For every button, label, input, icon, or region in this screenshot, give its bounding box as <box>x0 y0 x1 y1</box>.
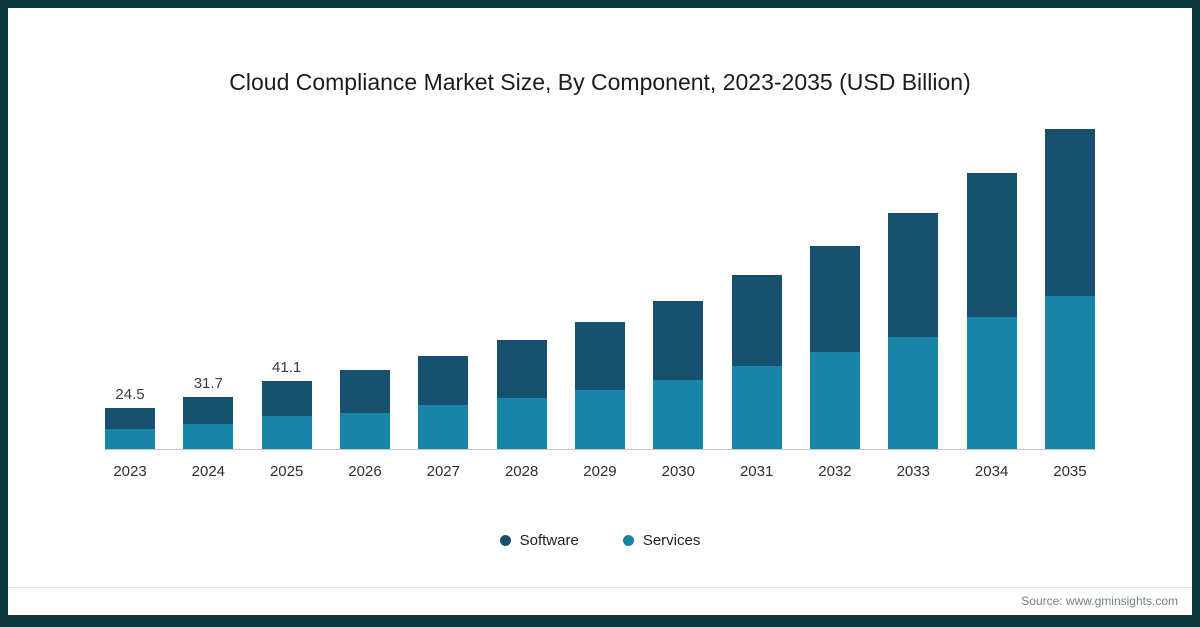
bar-group: 24.5 <box>105 386 155 449</box>
bar-segment-software <box>261 381 312 416</box>
bar-value-label: 31.7 <box>193 375 223 392</box>
stacked-bar <box>418 356 469 449</box>
bar-segment-software <box>809 246 860 352</box>
stacked-bar <box>261 381 312 449</box>
legend-dot-icon <box>622 535 634 546</box>
stacked-bar <box>966 173 1017 449</box>
stacked-bar-chart: 24.5 31.7 41.1 2023 2024 2025 2026 2027 2028 202… <box>105 98 1095 480</box>
bar-group <box>888 213 939 449</box>
bar-segment-software <box>496 340 547 398</box>
x-axis-tick-label: 2027 <box>426 463 460 480</box>
x-axis-tick-label: 2032 <box>818 463 852 480</box>
bar-segment-services <box>339 413 390 449</box>
bar-segment-software <box>966 173 1017 317</box>
bar-segment-software <box>1044 129 1095 296</box>
bar-group: 31.7 <box>183 375 234 449</box>
x-axis-tick-label: 2029 <box>583 463 617 480</box>
x-axis-tick-label: 2034 <box>974 463 1009 480</box>
x-axis-tick-label: 2023 <box>113 463 147 480</box>
bar-segment-services <box>1044 296 1095 449</box>
x-axis-tick-label: 2028 <box>504 463 539 480</box>
bar-segment-services <box>731 366 782 449</box>
bar-segment-services <box>496 398 547 449</box>
bar-value-label: 24.5 <box>115 386 145 403</box>
bar-group <box>418 356 469 449</box>
chart-title: Cloud Compliance Market Size, By Compone… <box>229 69 971 95</box>
source-text: Source: www.gminsights.com <box>1021 594 1178 608</box>
x-axis-labels: 2023 2024 2025 2026 2027 2028 2029 2030 2031 2032… <box>105 463 1095 480</box>
bar-segment-services <box>105 429 155 449</box>
x-axis-tick-label: 2031 <box>739 463 774 480</box>
stacked-bar <box>339 370 390 449</box>
stacked-bar <box>809 246 860 449</box>
legend-label: Software <box>519 532 579 549</box>
stacked-bar <box>574 322 625 449</box>
legend-label: Services <box>642 532 701 549</box>
bar-segment-services <box>261 416 312 449</box>
bar-group <box>731 275 782 449</box>
bar-segment-software <box>183 397 234 424</box>
x-axis-tick-label: 2035 <box>1053 463 1087 480</box>
bar-group <box>653 301 704 449</box>
x-axis-tick-label: 2026 <box>348 463 382 480</box>
bar-group <box>496 340 547 449</box>
bar-segment-services <box>653 380 704 449</box>
bar-segment-software <box>339 370 390 413</box>
x-axis-tick-label: 2025 <box>269 463 304 480</box>
bar-segment-services <box>183 424 234 449</box>
legend-item: Software <box>499 532 579 549</box>
bar-segment-services <box>809 352 860 449</box>
x-axis-tick-label: 2030 <box>661 463 695 480</box>
x-axis-tick-label: 2033 <box>896 463 930 480</box>
bar-segment-services <box>574 390 625 449</box>
bar-value-label: 41.1 <box>272 359 302 376</box>
bar-segment-software <box>418 356 469 405</box>
chart-canvas: Cloud Compliance Market Size, By Compone… <box>8 8 1192 615</box>
bar-segment-software <box>653 301 704 380</box>
bar-segment-services <box>418 405 469 449</box>
footer: Source: www.gminsights.com <box>8 587 1192 615</box>
stacked-bar <box>731 275 782 449</box>
bar-group <box>809 246 860 449</box>
bar-group <box>574 322 625 449</box>
bar-group: 41.1 <box>261 359 312 449</box>
legend-item: Services <box>622 532 701 549</box>
bar-segment-software <box>574 322 625 390</box>
x-axis-tick-label: 2024 <box>191 463 226 480</box>
stacked-bar <box>496 340 547 449</box>
stacked-bar <box>1044 129 1095 449</box>
legend-dot-icon <box>499 535 511 546</box>
bar-group <box>1044 129 1095 449</box>
bar-segment-services <box>888 337 939 449</box>
bar-segment-software <box>731 275 782 366</box>
stacked-bar <box>183 397 234 449</box>
stacked-bar <box>105 408 155 449</box>
legend: Software Services <box>8 532 1192 549</box>
bar-segment-software <box>888 213 939 337</box>
bar-segment-services <box>966 317 1017 449</box>
stacked-bar <box>888 213 939 449</box>
bar-segment-software <box>105 408 155 429</box>
stacked-bar <box>653 301 704 449</box>
bar-group <box>339 370 390 449</box>
plot-area: 24.5 31.7 41.1 <box>105 98 1095 450</box>
bar-group <box>966 173 1017 449</box>
